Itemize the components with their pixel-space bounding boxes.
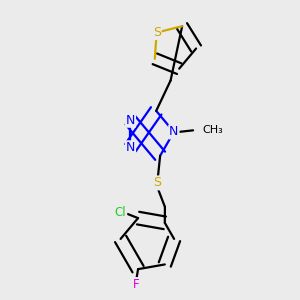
- Text: Cl: Cl: [115, 206, 126, 219]
- Text: N: N: [126, 114, 135, 127]
- Text: S: S: [153, 26, 160, 39]
- Text: N: N: [126, 141, 135, 154]
- Text: F: F: [133, 278, 140, 291]
- Text: N: N: [169, 125, 178, 138]
- Text: S: S: [153, 176, 161, 189]
- Text: CH₃: CH₃: [202, 125, 224, 135]
